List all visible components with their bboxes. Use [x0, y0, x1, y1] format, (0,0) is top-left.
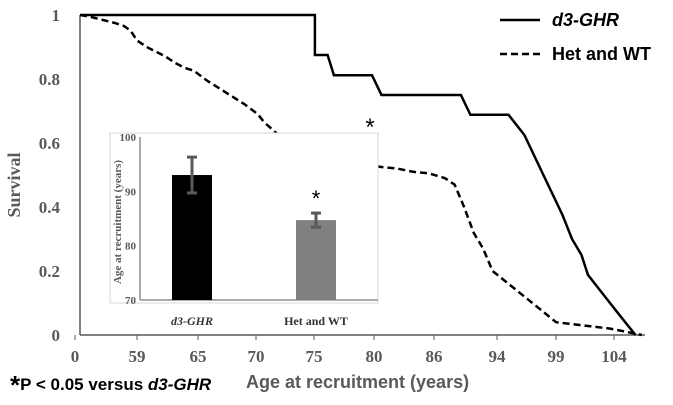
x-tick-label: 104 [601, 347, 627, 366]
inset-category-d3-ghr: d3-GHR [171, 314, 213, 328]
x-tick-label: 65 [190, 347, 207, 366]
legend-label-het-wt: Het and WT [552, 44, 651, 64]
x-tick-label: 86 [426, 347, 443, 366]
y-axis-tick-labels: 0 0.2 0.4 0.6 0.8 1 [39, 6, 61, 345]
y-tick-label: 0.8 [39, 70, 60, 89]
inset-bars [172, 155, 336, 300]
y-axis-label: Survival [4, 152, 24, 217]
inset-y-tick-label: 100 [120, 132, 137, 144]
legend: d3-GHR Het and WT [500, 10, 651, 64]
x-tick-label: 99 [548, 347, 565, 366]
inset-bar-het-and-wt [296, 220, 336, 300]
y-tick-label: 1 [52, 6, 61, 25]
footnote-italic: d3-GHR [147, 375, 212, 394]
inset-category-het-wt: Het and WT [284, 314, 348, 328]
x-tick-label: 94 [489, 347, 507, 366]
y-tick-label: 0 [52, 326, 61, 345]
inset-bar-d3-ghr [172, 175, 212, 300]
x-tick-label: 70 [248, 347, 265, 366]
series-line-d3-ghr [80, 13, 637, 336]
y-tick-label: 0.4 [39, 198, 61, 217]
y-tick-label: 0.6 [39, 134, 60, 153]
y-tick-label: 0.2 [39, 262, 60, 281]
x-tick-label: 75 [306, 347, 323, 366]
footnote-star: * [10, 370, 21, 400]
inset-frame [109, 132, 379, 304]
legend-label-d3-ghr: d3-GHR [552, 10, 619, 30]
footnote: *P < 0.05 versus d3-GHR [10, 370, 211, 401]
inset-y-tick-label: 90 [125, 186, 137, 198]
footnote-text: P < 0.05 versus [20, 375, 148, 394]
inset-y-tick-label: 70 [125, 295, 137, 307]
x-tick-label: 0 [71, 347, 80, 366]
x-tick-label: 80 [366, 347, 383, 366]
main-axes [74, 15, 645, 340]
x-axis-label: Age at recruitment (years) [246, 372, 470, 392]
inset-y-axis-label: Age at recruitment (years) [112, 160, 124, 284]
inset-y-tick-label: 80 [125, 241, 137, 253]
inset-significance-star: * [312, 186, 321, 211]
x-tick-label: 59 [129, 347, 146, 366]
inset-bar-chart: 70 80 90 100 Age at recruitment (years) d3-… [109, 132, 379, 328]
significance-star: * [365, 114, 374, 141]
x-axis-tick-labels: 0 59 65 70 75 80 86 94 99 104 [71, 347, 628, 366]
